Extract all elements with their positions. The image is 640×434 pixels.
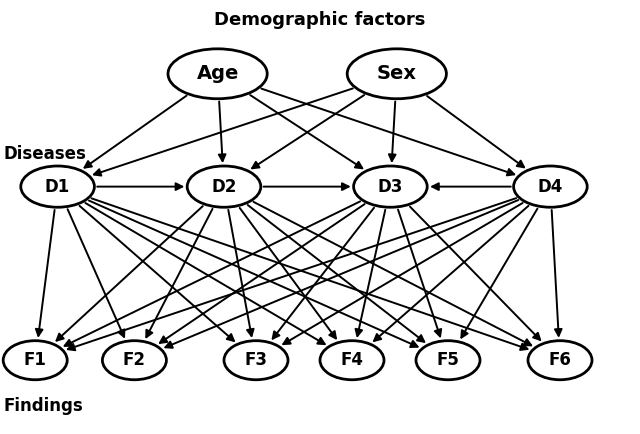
Ellipse shape	[353, 166, 428, 207]
Ellipse shape	[3, 341, 67, 380]
Text: Sex: Sex	[377, 64, 417, 83]
Ellipse shape	[514, 166, 588, 207]
Text: Diseases: Diseases	[3, 145, 86, 163]
Text: F3: F3	[244, 351, 268, 369]
Ellipse shape	[20, 166, 95, 207]
Text: Age: Age	[196, 64, 239, 83]
Ellipse shape	[187, 166, 261, 207]
Ellipse shape	[168, 49, 268, 99]
Text: D2: D2	[211, 178, 237, 196]
Text: Demographic factors: Demographic factors	[214, 11, 426, 29]
Ellipse shape	[320, 341, 384, 380]
Ellipse shape	[102, 341, 166, 380]
Text: F1: F1	[24, 351, 47, 369]
Text: D1: D1	[45, 178, 70, 196]
Text: Findings: Findings	[3, 397, 83, 415]
Ellipse shape	[224, 341, 288, 380]
Text: F6: F6	[548, 351, 572, 369]
Ellipse shape	[416, 341, 480, 380]
Text: D4: D4	[538, 178, 563, 196]
Text: F4: F4	[340, 351, 364, 369]
Text: F5: F5	[436, 351, 460, 369]
Text: D3: D3	[378, 178, 403, 196]
Ellipse shape	[347, 49, 447, 99]
Text: F2: F2	[123, 351, 146, 369]
Ellipse shape	[528, 341, 592, 380]
